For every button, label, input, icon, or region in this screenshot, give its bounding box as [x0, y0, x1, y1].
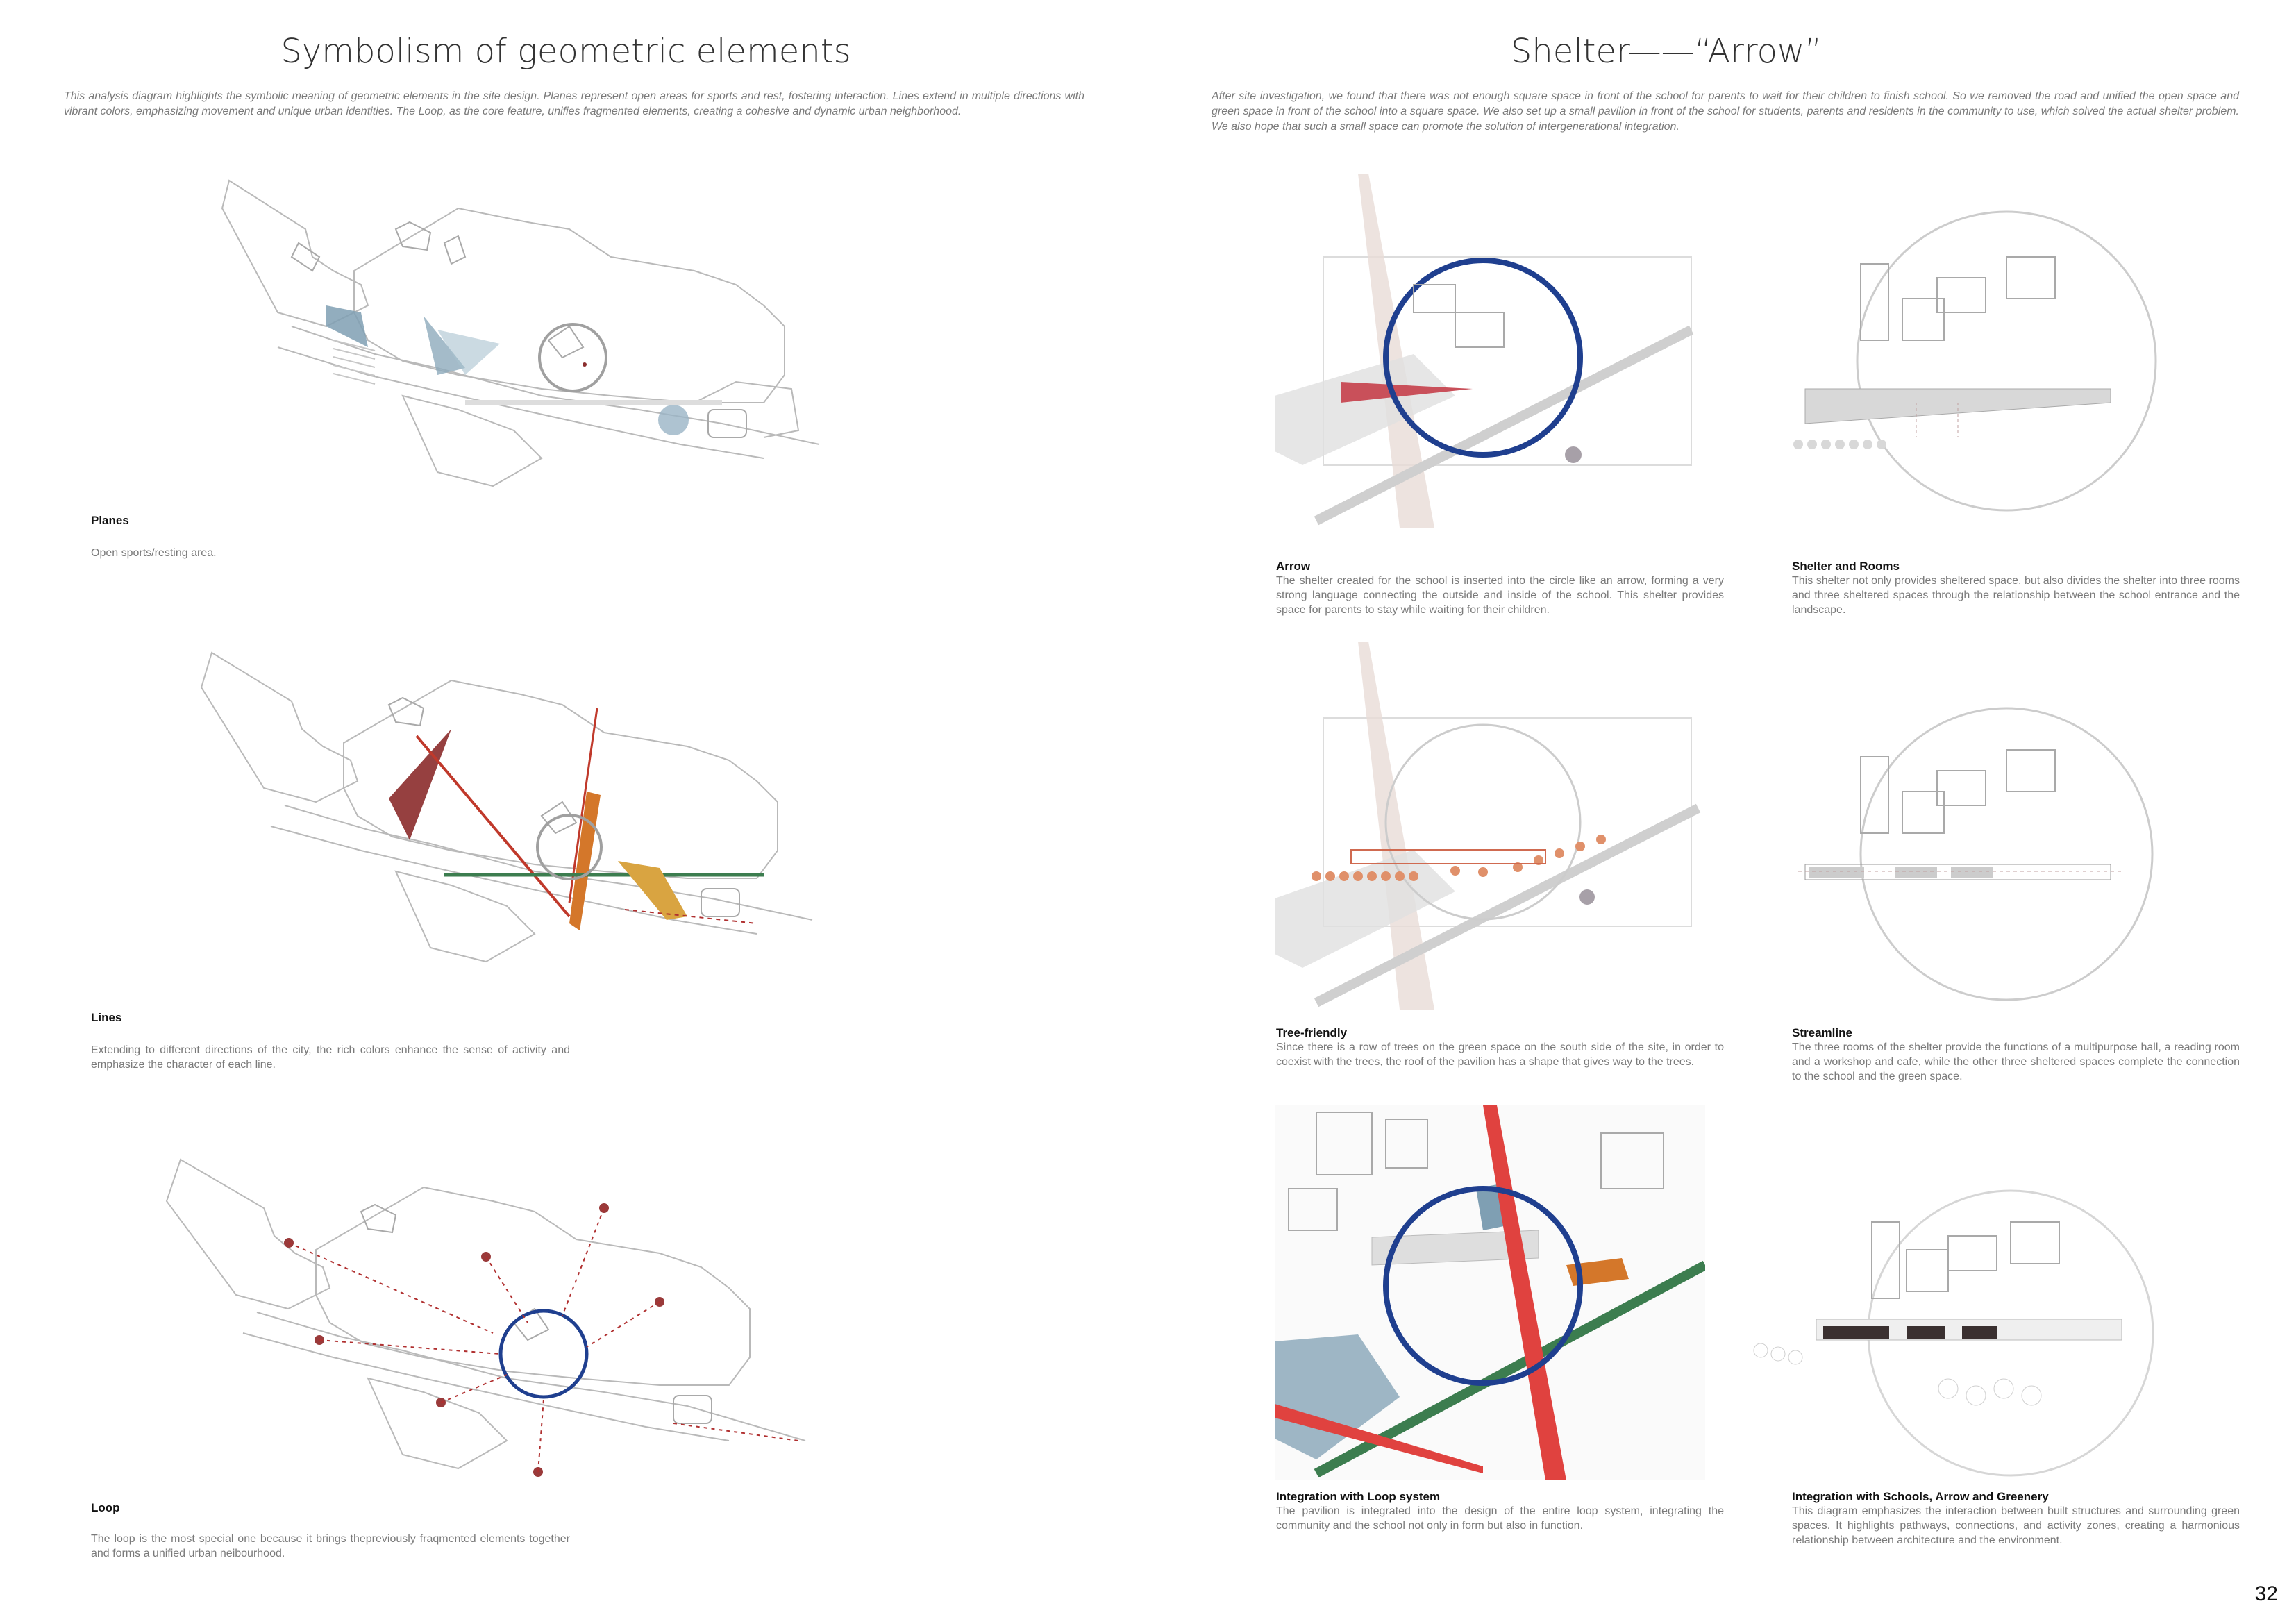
shelter-rooms-caption-text: This shelter not only provides sheltered… [1792, 575, 2240, 616]
integration-schools-diagram [1753, 1189, 2154, 1477]
shelter-rooms-caption-title: Shelter and Rooms [1792, 560, 1900, 573]
right-page-title: Shelter——“Arrow” [1510, 32, 1822, 71]
integration-schools-caption-text: This diagram emphasizes the interaction … [1792, 1505, 2240, 1546]
tree-friendly-caption-title: Tree-friendly [1276, 1026, 1348, 1039]
shelter-and-rooms-diagram [1793, 210, 2157, 512]
lines-caption-text: Extending to different directions of the… [91, 1044, 570, 1071]
loop-site-diagram [165, 1158, 806, 1477]
integration-loop-diagram [1275, 1105, 1705, 1480]
streamline-caption-title: Streamline [1792, 1026, 1852, 1039]
loop-caption-text: The loop is the most special one because… [91, 1533, 570, 1559]
arrow-caption-text: The shelter created for the school is in… [1276, 575, 1724, 616]
planes-site-diagram [221, 179, 820, 487]
right-intro-paragraph: After site investigation, we found that … [1212, 90, 2239, 133]
tree-friendly-diagram [1275, 642, 1701, 1010]
page-number: 32 [2254, 1582, 2278, 1605]
arrow-caption-title: Arrow [1276, 560, 1311, 573]
integration-loop-caption-title: Integration with Loop system [1276, 1490, 1441, 1503]
tree-friendly-caption-text: Since there is a row of trees on the gre… [1276, 1041, 1724, 1068]
integration-schools-caption-title: Integration with Schools, Arrow and Gree… [1792, 1490, 2049, 1503]
streamline-diagram [1798, 707, 2154, 1001]
left-page-title: Symbolism of geometric elements [280, 32, 851, 71]
lines-caption-title: Lines [91, 1011, 122, 1024]
planes-caption-title: Planes [91, 514, 129, 527]
lines-site-diagram [200, 651, 813, 963]
integration-loop-caption-text: The pavilion is integrated into the desi… [1276, 1505, 1724, 1532]
left-intro-paragraph: This analysis diagram highlights the sym… [64, 90, 1084, 117]
loop-caption-title: Loop [91, 1501, 120, 1514]
streamline-caption-text: The three rooms of the shelter provide t… [1792, 1041, 2240, 1082]
arrow-diagram [1275, 174, 1694, 528]
planes-caption-text: Open sports/resting area. [91, 547, 217, 559]
